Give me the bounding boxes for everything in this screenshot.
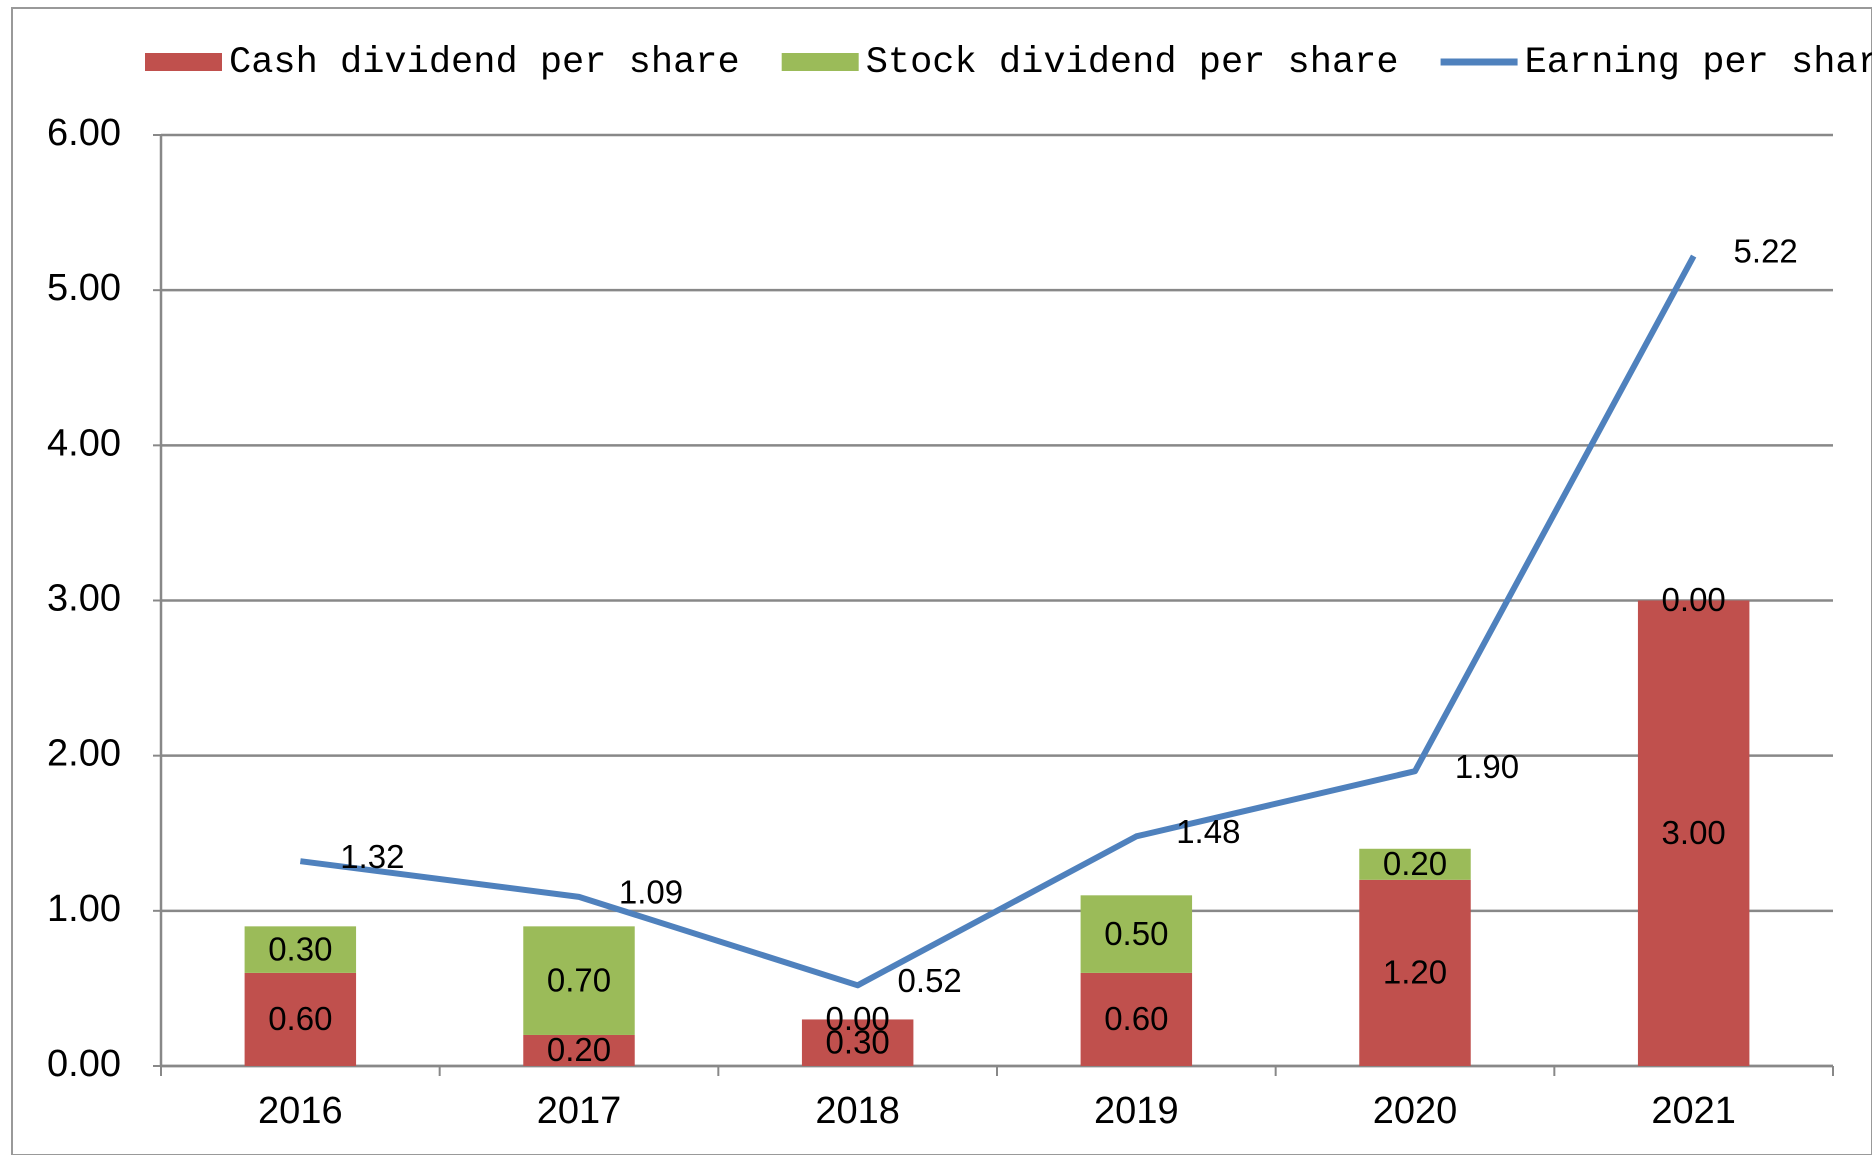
x-tick-label: 2017	[537, 1090, 622, 1132]
bar-segment	[1080, 972, 1193, 1066]
legend-label: Cash dividend per share	[229, 42, 740, 84]
data-label: 0.52	[898, 962, 962, 999]
legend-swatch	[145, 53, 222, 71]
bar-segment	[244, 926, 357, 973]
legend-label: Earning per share	[1525, 42, 1872, 84]
bar-segment	[1080, 895, 1193, 973]
bar-segment	[801, 1019, 914, 1066]
data-label: 0.60	[268, 1000, 332, 1037]
data-label: 1.32	[340, 838, 404, 875]
data-label: 0.60	[1104, 1000, 1168, 1037]
data-label: 0.30	[268, 930, 332, 967]
bar-segment	[1359, 879, 1471, 1066]
data-label: 0.70	[547, 961, 611, 998]
legend-label: Stock dividend per share	[866, 42, 1399, 84]
data-label: 0.20	[547, 1031, 611, 1068]
bar-segment	[244, 972, 357, 1066]
data-label: 1.48	[1176, 813, 1240, 850]
x-tick-label: 2020	[1373, 1090, 1458, 1132]
data-label: 0.00	[826, 1000, 890, 1037]
bar-segment	[1359, 848, 1471, 880]
data-label: 3.00	[1662, 814, 1726, 851]
data-label: 0.20	[1383, 845, 1447, 882]
bar-segment	[523, 1034, 635, 1066]
y-tick-label: 6.00	[47, 112, 121, 154]
x-tick-label: 2019	[1094, 1090, 1179, 1132]
legend-swatch	[781, 53, 859, 71]
y-tick-label: 0.00	[47, 1043, 121, 1085]
data-label: 0.00	[1662, 581, 1726, 618]
x-tick-label: 2018	[815, 1090, 900, 1132]
bar-segment	[523, 926, 635, 1035]
y-tick-label: 1.00	[47, 888, 121, 930]
y-tick-label: 2.00	[47, 733, 121, 775]
data-label: 0.30	[826, 1023, 890, 1060]
data-label: 0.50	[1104, 915, 1168, 952]
data-label: 5.22	[1734, 233, 1798, 270]
y-tick-label: 4.00	[47, 422, 121, 464]
data-label: 1.90	[1455, 748, 1519, 785]
x-tick-label: 2021	[1651, 1090, 1736, 1132]
y-tick-label: 5.00	[47, 267, 121, 309]
data-label: 1.20	[1383, 954, 1447, 991]
data-label: 1.09	[619, 874, 683, 911]
x-tick-label: 2016	[258, 1090, 343, 1132]
bar-segment	[1637, 600, 1750, 1066]
y-tick-label: 3.00	[47, 578, 121, 620]
line	[299, 254, 1697, 989]
